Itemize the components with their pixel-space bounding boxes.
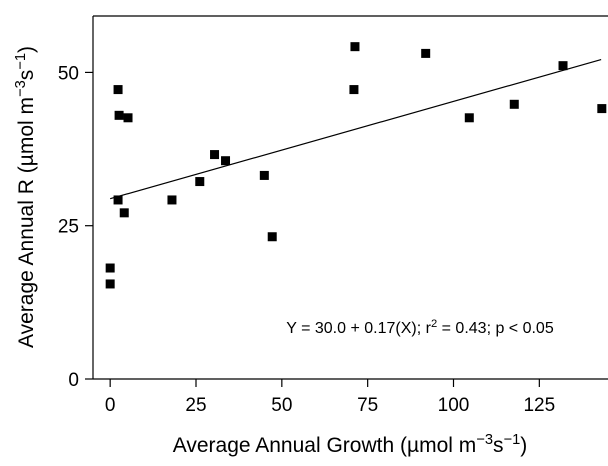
point xyxy=(221,156,231,166)
point xyxy=(105,279,115,289)
point xyxy=(349,85,359,95)
x-tick-label: 75 xyxy=(357,395,378,416)
point xyxy=(167,195,177,205)
point xyxy=(509,99,519,109)
y-label-part: Average Annual R (µmol m xyxy=(15,97,38,348)
point xyxy=(267,232,277,242)
y-label-part: −1 xyxy=(13,53,29,70)
x-label-part: −3 xyxy=(476,432,493,448)
point xyxy=(119,208,129,218)
y-label-part: ) xyxy=(15,46,38,53)
point xyxy=(558,61,568,71)
x-tick-label: 25 xyxy=(185,395,206,416)
point xyxy=(421,48,431,58)
point xyxy=(195,177,205,187)
point xyxy=(114,110,124,120)
x-tick-label: 125 xyxy=(523,395,555,416)
point xyxy=(350,42,360,52)
annotation-part: = 0.43; p < 0.05 xyxy=(437,320,554,337)
fit-line xyxy=(110,58,602,200)
point xyxy=(597,104,607,114)
x-tick-label: 100 xyxy=(438,395,470,416)
y-label-part: s xyxy=(15,70,38,81)
point xyxy=(123,113,133,123)
x-tick-label: 0 xyxy=(105,395,116,416)
x-label: Average Annual Growth (µmol m−3s−1) xyxy=(173,432,528,457)
x-tick-label: 50 xyxy=(271,395,292,416)
annotation: Y = 30.0 + 0.17(X); r2 = 0.43; p < 0.05 xyxy=(286,318,554,337)
y-tick-label: 25 xyxy=(58,217,79,238)
annotation-part: 2 xyxy=(431,318,437,330)
x-label-part: s xyxy=(493,434,504,457)
x-label-part: ) xyxy=(520,434,527,457)
x-label-part: Average Annual Growth (µmol m xyxy=(173,434,477,457)
y-tick-label: 0 xyxy=(68,370,79,391)
annotation-part: Y = 30.0 + 0.17(X); r xyxy=(286,320,431,337)
y-label-part: −3 xyxy=(13,80,29,97)
point xyxy=(259,170,269,180)
y-tick-label: 50 xyxy=(58,63,79,84)
x-label-part: −1 xyxy=(504,432,521,448)
y-label: Average Annual R (µmol m−3s−1) xyxy=(13,46,38,348)
point xyxy=(464,113,474,123)
point xyxy=(105,263,115,273)
point xyxy=(113,195,123,205)
point xyxy=(113,85,123,95)
point xyxy=(210,150,220,160)
